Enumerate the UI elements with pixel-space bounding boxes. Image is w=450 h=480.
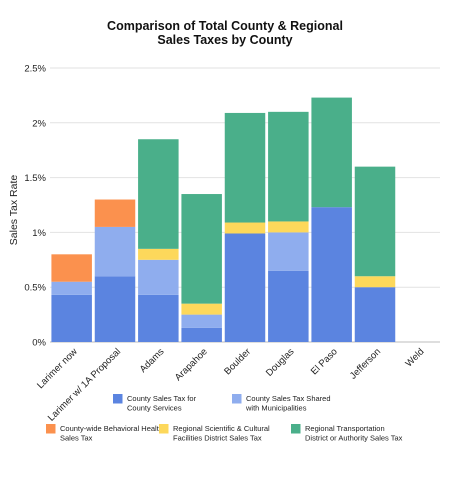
bar-segment	[94, 276, 136, 342]
y-tick-label: 1%	[32, 228, 46, 239]
x-tick-label: El Paso	[309, 346, 340, 377]
legend-label: County Services	[127, 404, 182, 413]
chart-title-line: Comparison of Total County & Regional	[107, 19, 343, 33]
bar-segment	[224, 112, 266, 223]
y-tick-label: 2.5%	[24, 64, 46, 75]
bar-segment	[181, 194, 222, 304]
legend-label: County Sales Tax for	[127, 394, 197, 403]
y-axis-ticks: 0% 0.5% 1% 1.5% 2% 2.5%	[24, 64, 46, 349]
legend-entry: Regional Scientific & CulturalFacilities…	[159, 424, 270, 443]
chart-title-line: Sales Taxes by County	[157, 33, 292, 47]
x-tick-label: Adams	[138, 346, 167, 375]
legend-swatch	[291, 424, 301, 434]
bar-segment	[94, 226, 136, 277]
bar-segment	[138, 259, 179, 295]
bar-segment	[268, 221, 309, 233]
bar-segment	[354, 166, 396, 277]
legend-label: Regional Scientific & Cultural	[173, 424, 270, 433]
legend-label: Facilities District Sales Tax	[173, 434, 262, 443]
x-tick-label: Weld	[403, 346, 426, 369]
bar-segment	[181, 303, 222, 315]
legend-label: County Sales Tax Shared	[246, 394, 331, 403]
legend-label: Sales Tax	[60, 434, 93, 443]
bar-segment	[94, 199, 136, 227]
bar-segment	[138, 248, 179, 260]
bar-segment	[354, 276, 396, 288]
legend-swatch	[159, 424, 169, 434]
y-tick-label: 0%	[32, 338, 46, 349]
chart-title: Comparison of Total County & RegionalSal…	[107, 19, 343, 47]
bar-segment	[268, 232, 309, 271]
bar-segment	[268, 270, 309, 342]
bars	[51, 97, 396, 342]
legend-swatch	[46, 424, 56, 434]
bar-segment	[138, 139, 179, 249]
legend-label: District or Authority Sales Tax	[305, 434, 403, 443]
y-tick-label: 0.5%	[24, 283, 46, 294]
bar-segment	[51, 254, 92, 282]
legend-label: with Municipalities	[245, 404, 307, 413]
bar-segment	[268, 111, 309, 222]
bar-segment	[354, 287, 396, 342]
x-tick-label: Douglas	[264, 346, 297, 379]
x-tick-label: Arapahoe	[173, 346, 210, 383]
bar-segment	[181, 314, 222, 328]
bar-segment	[224, 233, 266, 342]
bar-segment	[311, 207, 352, 342]
x-tick-label: Larimer now	[35, 346, 80, 391]
legend-label: Regional Transportation	[305, 424, 385, 433]
legend-swatch	[113, 394, 123, 404]
bar-segment	[138, 294, 179, 342]
legend-label: County-wide Behavioral Health	[60, 424, 163, 433]
bar-segment	[51, 294, 92, 342]
x-tick-label: Larimer w/ 1A Proposal	[46, 346, 123, 423]
bar-segment	[51, 281, 92, 295]
bar-segment	[181, 327, 222, 342]
y-tick-label: 1.5%	[24, 173, 46, 184]
y-axis-label: Sales Tax Rate	[8, 175, 20, 246]
y-tick-label: 2%	[32, 118, 46, 129]
x-tick-label: Boulder	[222, 346, 253, 377]
x-tick-label: Jefferson	[348, 346, 383, 381]
bar-segment	[311, 97, 352, 208]
bar-segment	[224, 222, 266, 234]
legend-swatch	[232, 394, 242, 404]
